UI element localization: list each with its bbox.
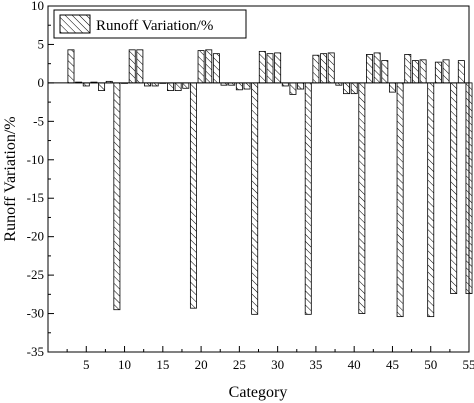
- bar: [304, 82, 312, 315]
- bar: [67, 49, 75, 84]
- x-tick-label: 40: [348, 357, 361, 372]
- x-tick-label: 10: [118, 357, 131, 372]
- x-tick-label: 35: [309, 357, 322, 372]
- x-tick-label: 15: [156, 357, 169, 372]
- bar: [396, 82, 404, 318]
- bar: [312, 54, 320, 84]
- bar: [289, 82, 297, 95]
- bar: [320, 53, 328, 84]
- bar: [136, 49, 144, 84]
- x-tick-label: 30: [271, 357, 284, 372]
- bar: [350, 82, 358, 95]
- bar: [182, 82, 190, 89]
- bar: [411, 60, 419, 84]
- x-tick-label: 50: [424, 357, 437, 372]
- bar: [266, 53, 274, 84]
- x-tick-label: 25: [233, 357, 246, 372]
- bar: [113, 82, 121, 311]
- bar: [274, 52, 282, 84]
- y-tick-label: -10: [27, 152, 44, 167]
- bar: [174, 82, 182, 91]
- bar: [197, 50, 205, 84]
- bar: [235, 82, 243, 91]
- legend: Runoff Variation/%: [53, 9, 247, 39]
- x-tick-label: 20: [195, 357, 208, 372]
- y-tick-label: -30: [27, 306, 44, 321]
- bar: [251, 82, 259, 315]
- bar: [366, 54, 373, 84]
- y-tick-label: 5: [38, 36, 45, 51]
- bar: [297, 82, 305, 90]
- bar: [128, 49, 136, 84]
- bar: [343, 82, 350, 95]
- bar: [373, 52, 381, 84]
- x-axis-title: Category: [229, 384, 288, 401]
- bars-layer: [67, 49, 473, 318]
- x-tick-label: 45: [386, 357, 399, 372]
- bar: [434, 61, 442, 84]
- y-tick-label: -5: [33, 113, 44, 128]
- bar: [98, 82, 106, 91]
- x-tick-label: 5: [83, 357, 90, 372]
- bar: [427, 82, 435, 318]
- bar: [381, 60, 389, 84]
- x-tick-label: 55: [463, 357, 474, 372]
- bar: [243, 82, 251, 90]
- bar: [205, 49, 213, 84]
- bar: [167, 82, 174, 91]
- bar: [327, 52, 335, 84]
- bar: [358, 82, 366, 314]
- y-tick-label: -35: [27, 344, 44, 359]
- y-tick-label: 0: [38, 75, 45, 90]
- y-tick-label: -20: [27, 229, 44, 244]
- bar: [442, 59, 450, 84]
- y-tick-label: -25: [27, 267, 44, 282]
- legend-swatch: [59, 14, 91, 34]
- bar: [419, 59, 427, 84]
- bar: [404, 54, 412, 84]
- bar: [212, 53, 220, 84]
- y-tick-label: 10: [31, 0, 44, 13]
- y-axis-title: Runoff Variation/%: [2, 116, 19, 241]
- y-tick-label: -15: [27, 190, 44, 205]
- bar: [450, 82, 458, 294]
- legend-label: Runoff Variation/%: [96, 18, 213, 34]
- bar: [189, 82, 197, 309]
- bar: [388, 82, 396, 93]
- bar: [258, 50, 266, 84]
- bar: [457, 60, 465, 84]
